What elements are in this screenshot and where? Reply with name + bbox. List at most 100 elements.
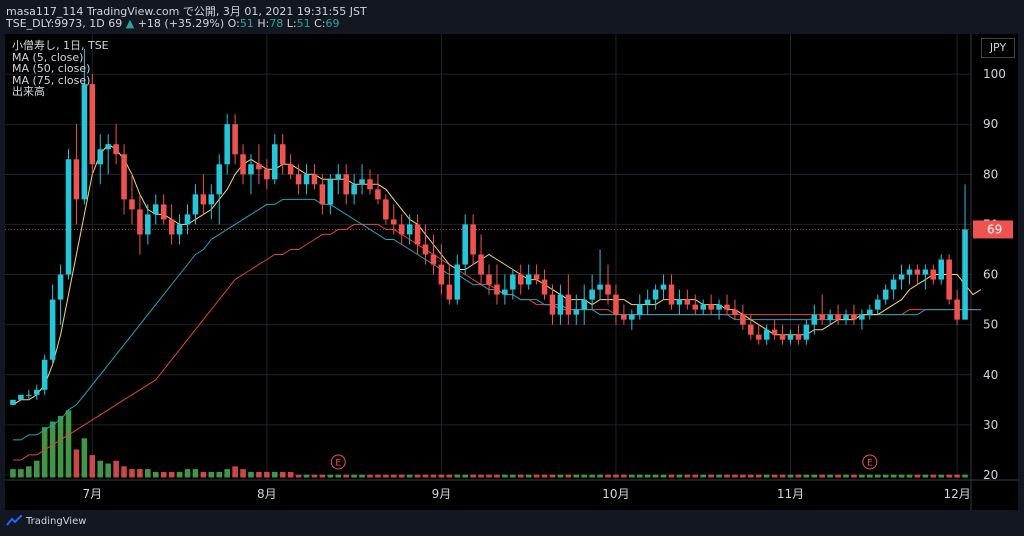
chart-svg[interactable]: 10090807060504030207月8月9月10月11月12月20212月…	[5, 34, 1018, 510]
candle-body	[851, 314, 857, 320]
candle-body	[819, 314, 825, 320]
volume-bar	[272, 471, 278, 478]
x-tick-label: 7月	[82, 487, 102, 501]
volume-bar	[779, 474, 786, 478]
volume-bar	[406, 474, 413, 478]
volume-bar	[65, 410, 72, 478]
candle-body	[446, 284, 453, 300]
candle-body	[406, 224, 413, 235]
volume-bar	[462, 474, 468, 478]
candle-body	[486, 274, 492, 285]
candle-body	[65, 159, 72, 275]
candle-body	[303, 174, 310, 185]
candle-body	[430, 254, 437, 265]
volume-bar	[692, 474, 699, 478]
candle-body	[454, 264, 461, 300]
candle-body	[383, 199, 389, 220]
volume-bar	[565, 474, 572, 478]
chart-panel[interactable]: 10090807060504030207月8月9月10月11月12月20212月…	[5, 34, 1018, 510]
volume-bar	[33, 460, 40, 478]
volume-bar	[581, 474, 587, 478]
candle-body	[668, 284, 675, 305]
candle-body	[89, 84, 96, 165]
candle-body	[779, 334, 786, 340]
candle-body	[462, 224, 468, 265]
candle-body	[843, 314, 849, 320]
candle-body	[748, 324, 754, 335]
candle-body	[311, 174, 318, 185]
volume-bar	[740, 474, 746, 478]
candle-body	[422, 244, 429, 255]
candle-body	[192, 194, 199, 215]
last-price-tag-label: 69	[987, 222, 1002, 236]
candle-body	[581, 299, 587, 310]
volume-bar	[938, 474, 945, 478]
volume-bar	[486, 474, 492, 478]
volume-bar	[311, 474, 318, 478]
candle-body	[10, 399, 16, 405]
candle-body	[438, 264, 445, 285]
volume-bar	[129, 469, 135, 478]
candle-body	[898, 274, 905, 280]
earnings-marker	[862, 454, 878, 470]
candle-body	[644, 299, 651, 305]
candle-body	[541, 279, 548, 295]
candle-body	[295, 174, 302, 185]
change-value: +18 (+35.29%)	[137, 17, 225, 30]
candle-body	[700, 304, 706, 310]
volume-bar	[224, 469, 230, 478]
candle-body	[375, 189, 381, 200]
legend-ma50[interactable]: MA (50, close)	[12, 62, 91, 75]
candle-body	[517, 274, 524, 285]
brand-label: TradingView	[26, 515, 87, 527]
volume-bar	[716, 474, 722, 478]
candle-body	[33, 389, 40, 395]
volume-bar	[430, 474, 437, 478]
volume-bar	[629, 474, 635, 478]
candle-body	[367, 179, 373, 190]
y-tick-label: 50	[983, 318, 998, 332]
up-arrow-icon: ▲	[125, 17, 135, 30]
candle-body	[716, 304, 722, 310]
volume-bar	[843, 474, 849, 478]
volume-bar	[414, 474, 421, 478]
candle-body	[708, 304, 714, 310]
volume-bar	[676, 474, 683, 478]
volume-bar	[351, 474, 357, 478]
volume-bar	[438, 474, 445, 478]
volume-bar	[510, 474, 516, 478]
volume-bar	[398, 474, 405, 478]
volume-bar	[533, 474, 540, 478]
volume-bar	[121, 466, 127, 478]
volume-bar	[295, 474, 302, 478]
volume-bar	[335, 474, 342, 478]
candle-body	[676, 299, 683, 305]
volume-bar	[81, 438, 88, 478]
volume-bar	[684, 474, 691, 478]
volume-bar	[644, 474, 651, 478]
legend-ma5[interactable]: MA (5, close)	[12, 50, 84, 64]
o-value: 51	[239, 17, 254, 30]
volume-bar	[383, 474, 389, 478]
volume-bar	[541, 474, 548, 478]
legend-volume[interactable]: 出来高	[12, 85, 45, 98]
volume-bar	[771, 474, 778, 478]
c-label: C:	[314, 17, 326, 30]
volume-bar	[922, 474, 929, 478]
currency-button[interactable]: JPY	[981, 38, 1015, 58]
legend-title[interactable]: 小僧寿し, 1日, TSE	[12, 39, 109, 52]
candle-body	[954, 299, 960, 320]
volume-bar	[811, 474, 818, 478]
volume-bar	[700, 474, 706, 478]
candle-body	[49, 299, 56, 360]
candle-body	[636, 304, 643, 315]
candle-body	[97, 149, 104, 165]
volume-bar	[454, 474, 461, 478]
legend-ma75[interactable]: MA (75, close)	[12, 73, 91, 87]
c-value: 69	[325, 17, 340, 30]
volume-bar	[359, 474, 365, 478]
candle-body	[81, 84, 88, 200]
candle-body	[755, 334, 762, 340]
footer-brand: TradingView	[6, 515, 86, 527]
volume-bar	[18, 469, 24, 478]
